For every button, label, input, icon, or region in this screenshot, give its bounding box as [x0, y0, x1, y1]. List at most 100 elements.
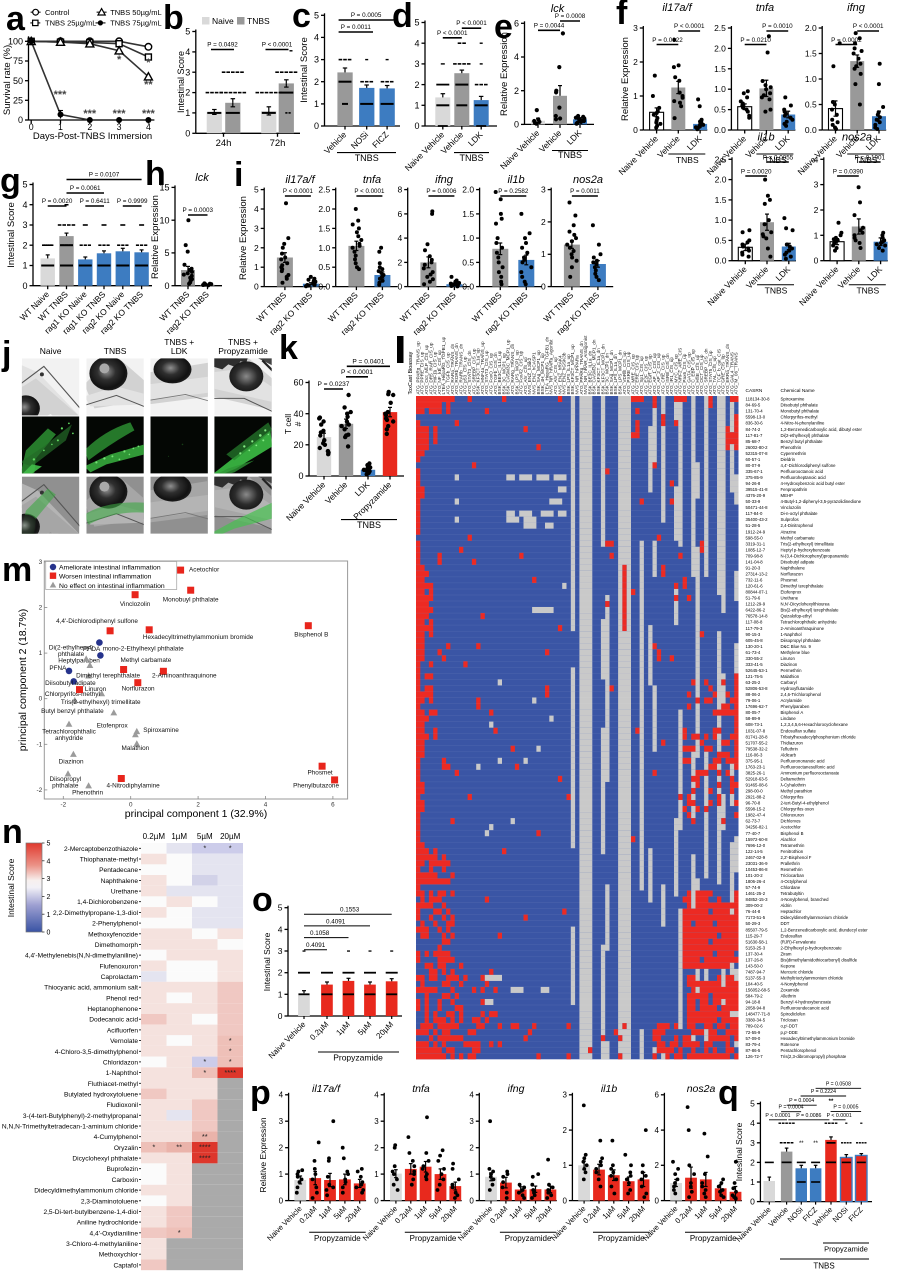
svg-text:lck: lck: [551, 3, 565, 15]
svg-text:0.5: 0.5: [714, 105, 726, 115]
svg-text:ATG_STAT3_CIS_up: ATG_STAT3_CIS_up: [484, 350, 489, 394]
svg-text:2921-88-2: 2921-88-2: [746, 795, 766, 800]
svg-text:mono-2-Ethylhexyl phthalate: mono-2-Ethylhexyl phthalate: [103, 645, 184, 652]
svg-text:Methylene blue: Methylene blue: [781, 650, 811, 655]
svg-text:1,4-Dichlorobenzene: 1,4-Dichlorobenzene: [77, 899, 138, 906]
svg-text:Tetrachlorophthalic: Tetrachlorophthalic: [42, 728, 96, 735]
svg-text:P < 0.0001: P < 0.0001: [765, 1113, 790, 1119]
svg-text:51-79-6: 51-79-6: [746, 596, 761, 601]
svg-text:137-26-8: 137-26-8: [746, 957, 764, 962]
svg-text:D&C Blue No. 9: D&C Blue No. 9: [781, 644, 812, 649]
svg-text:91465-08-6: 91465-08-6: [746, 783, 769, 788]
svg-text:0: 0: [18, 115, 23, 125]
svg-text:e: e: [494, 8, 513, 46]
svg-text:Relative Expression: Relative Expression: [620, 37, 631, 121]
svg-text:Allethrin: Allethrin: [781, 994, 797, 999]
svg-text:15972-60-8: 15972-60-8: [746, 837, 769, 842]
svg-text:Aldrin: Aldrin: [781, 903, 793, 908]
svg-text:b: b: [163, 0, 184, 37]
svg-text:83-79-4: 83-79-4: [746, 1042, 761, 1047]
svg-text:Survival rate (%): Survival rate (%): [2, 45, 13, 115]
svg-text:TNBS 75µg/mL: TNBS 75µg/mL: [110, 18, 161, 27]
svg-text:Tributylhexadecylphosphonium c: Tributylhexadecylphosphonium chloride: [781, 734, 857, 739]
svg-text:77-40-7: 77-40-7: [746, 831, 761, 836]
svg-text:1: 1: [633, 91, 638, 101]
svg-text:5598-15-2: 5598-15-2: [746, 807, 766, 812]
svg-text:Chlordane: Chlordane: [781, 885, 801, 890]
svg-text:P = 0.6411: P = 0.6411: [80, 198, 111, 205]
svg-text:50471-44-8: 50471-44-8: [746, 505, 769, 510]
svg-text:Chlorpyrifos-methyl: Chlorpyrifos-methyl: [45, 691, 100, 698]
svg-text:1: 1: [279, 1170, 284, 1179]
svg-text:3: 3: [47, 876, 51, 883]
svg-text:72-55-9: 72-55-9: [746, 1030, 761, 1035]
svg-text:NVS_NR_hRARa_Agonist: NVS_NR_hRARa_Agonist: [549, 339, 554, 395]
svg-text:ATG_ERE_CIS_up: ATG_ERE_CIS_up: [635, 354, 640, 394]
svg-text:0: 0: [129, 802, 133, 809]
svg-text:2: 2: [279, 1144, 284, 1153]
svg-text:Dimethomorph: Dimethomorph: [95, 942, 139, 949]
svg-text:Butyl benzyl phthalate: Butyl benzyl phthalate: [41, 708, 104, 715]
svg-text:4: 4: [814, 154, 819, 164]
svg-text:84852-15-3: 84852-15-3: [746, 897, 769, 902]
svg-text:80-05-7: 80-05-7: [746, 710, 761, 715]
svg-text:ATG_DR5_RAR_CIS_up: ATG_DR5_RAR_CIS_up: [428, 342, 433, 394]
svg-text:BSK_SAg_MCP1_up: BSK_SAg_MCP1_up: [536, 350, 541, 395]
svg-text:1: 1: [254, 262, 259, 272]
svg-text:0.1058: 0.1058: [310, 930, 330, 937]
svg-text:Acetochlor: Acetochlor: [781, 825, 802, 830]
svg-text:lck: lck: [195, 172, 209, 184]
svg-text:130-20-1: 130-20-1: [746, 644, 764, 649]
svg-text:Butylated hydroxytoluene: Butylated hydroxytoluene: [64, 1092, 138, 1099]
svg-text:tnfa: tnfa: [363, 174, 381, 186]
svg-text:P = 0.0008: P = 0.0008: [555, 13, 586, 20]
svg-text:**: **: [144, 79, 153, 91]
svg-text:0: 0: [22, 281, 27, 291]
svg-text:TNBS: TNBS: [104, 346, 127, 356]
svg-text:a: a: [6, 0, 26, 38]
svg-text:P = 0.0006: P = 0.0006: [426, 188, 457, 195]
svg-text:5: 5: [164, 248, 169, 258]
svg-text:Propyzamide: Propyzamide: [218, 346, 268, 356]
svg-text:0: 0: [47, 930, 51, 937]
svg-text:17696-62-7: 17696-62-7: [746, 704, 769, 709]
svg-text:4-Octylphenol: 4-Octylphenol: [781, 879, 808, 884]
svg-text:**: **: [799, 1141, 804, 1147]
svg-text:1.0: 1.0: [714, 84, 726, 94]
svg-text:il1b: il1b: [757, 132, 774, 144]
svg-text:3: 3: [562, 1091, 567, 1100]
svg-text:61-73-4: 61-73-4: [746, 650, 761, 655]
svg-text:ATG_AP_2_CIS_up: ATG_AP_2_CIS_up: [656, 353, 661, 395]
svg-text:Propyzamide: Propyzamide: [598, 1234, 645, 1243]
svg-text:BSK_KF3CT_IL1a_up: BSK_KF3CT_IL1a_up: [476, 348, 481, 395]
svg-text:2: 2: [633, 57, 638, 67]
svg-text:0.0: 0.0: [715, 256, 727, 266]
svg-text:P = 0.0401: P = 0.0401: [352, 358, 384, 365]
svg-text:5: 5: [414, 18, 419, 28]
svg-text:3: 3: [278, 946, 283, 956]
svg-text:117-08-8: 117-08-8: [746, 620, 763, 625]
svg-text:nos2a: nos2a: [573, 174, 603, 186]
svg-text:N,N,N-Trimethyltetradecan-1-am: N,N,N-Trimethyltetradecan-1-aminium chlo…: [2, 1124, 138, 1131]
svg-text:PFNA: PFNA: [49, 665, 67, 672]
svg-text:2.0: 2.0: [714, 43, 726, 53]
svg-text:****: ****: [199, 1153, 211, 1162]
svg-text:P = 0.0237: P = 0.0237: [318, 381, 350, 388]
svg-text:1.0: 1.0: [805, 74, 817, 84]
svg-text:Dimethyl terephthalate: Dimethyl terephthalate: [781, 584, 825, 589]
svg-text:126-72-7: 126-72-7: [746, 1054, 764, 1059]
svg-text:1: 1: [469, 1170, 474, 1179]
svg-text:76-44-8: 76-44-8: [746, 909, 761, 914]
svg-text:8: 8: [397, 185, 402, 195]
svg-text:Intestinal Score: Intestinal Score: [262, 932, 272, 991]
svg-text:ATG_MRE_CIS_up: ATG_MRE_CIS_up: [630, 354, 635, 395]
svg-text:51-28-5: 51-28-5: [746, 523, 761, 528]
svg-text:2,4,6-Trichlorophenol: 2,4,6-Trichlorophenol: [781, 692, 821, 697]
svg-text:Diisopropyl phthalate: Diisopropyl phthalate: [781, 638, 822, 643]
svg-text:ATG_ERRa_TRANS_dn: ATG_ERRa_TRANS_dn: [725, 343, 730, 394]
svg-text:BSK_KF3CT_MCP1_dn: BSK_KF3CT_MCP1_dn: [600, 344, 605, 395]
svg-text:ATG_RARg_TRANS_dn: ATG_RARg_TRANS_dn: [510, 343, 515, 394]
svg-text:phthalate: phthalate: [52, 782, 79, 789]
svg-text:96-70-8: 96-70-8: [746, 801, 761, 806]
svg-text:4: 4: [146, 122, 151, 132]
